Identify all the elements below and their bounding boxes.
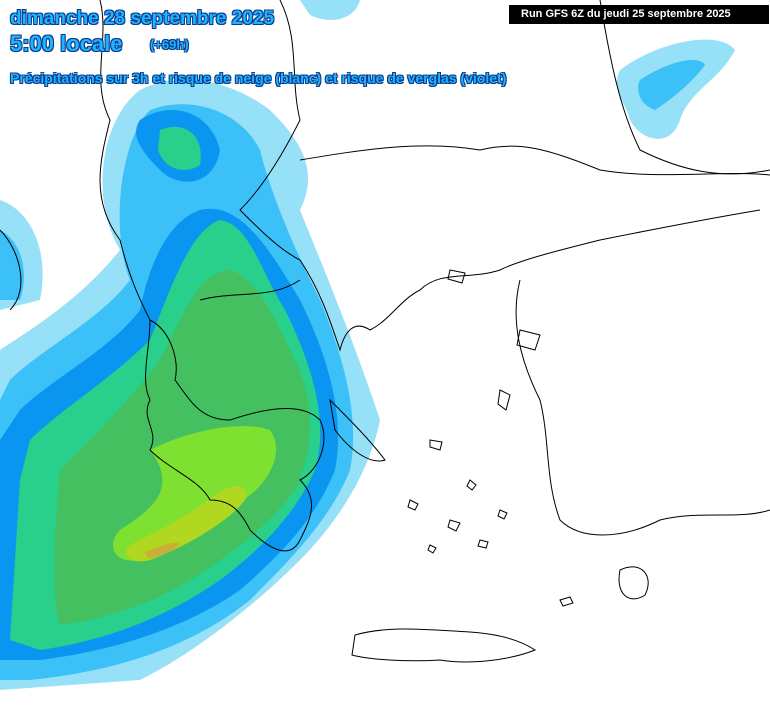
border-line <box>199 279 301 301</box>
precipitation-layer <box>0 0 735 690</box>
coastline-crete <box>351 628 537 663</box>
coastline-blacksea <box>599 0 770 175</box>
lead-time: (+69h) <box>150 37 189 52</box>
run-info-badge: Run GFS 6Z du jeudi 25 septembre 2025 <box>509 5 769 24</box>
border-line <box>99 0 151 321</box>
precip-cyan-zone <box>638 60 705 110</box>
coastline-greece-mainland <box>145 319 325 552</box>
precip-cyan-zone <box>0 230 24 300</box>
islands-northaegean <box>429 269 574 607</box>
forecast-date: dimanche 28 septembre 2025 <box>10 8 275 29</box>
border-line <box>239 0 301 261</box>
coastline-evia <box>329 398 386 462</box>
coastline-turkey <box>515 279 770 536</box>
precip-olive-zone <box>145 542 180 558</box>
islands-cyclades <box>407 479 508 554</box>
precip-yellowgreen-zone <box>126 485 246 562</box>
forecast-hour: 5:00 locale <box>10 31 123 56</box>
coastline-rhodes <box>618 566 649 600</box>
precip-teal-zone <box>158 126 201 170</box>
border-line <box>299 145 770 176</box>
coastlines-borders <box>0 0 770 663</box>
coastline-aegean-north <box>299 209 761 352</box>
precip-light-zone <box>300 0 360 20</box>
border-line <box>0 229 22 311</box>
precip-lime-zone <box>112 426 277 561</box>
map-subtitle: Précipitations sur 3h et risque de neige… <box>10 70 507 86</box>
